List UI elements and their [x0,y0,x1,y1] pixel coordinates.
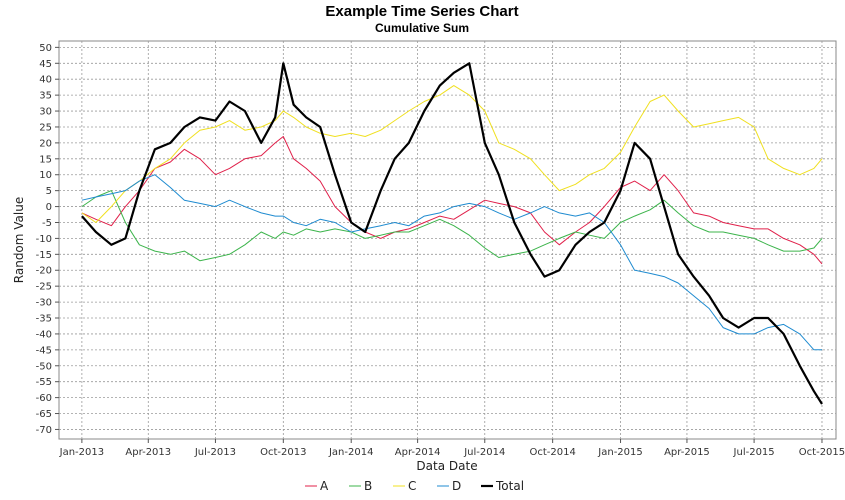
x-tick-label: Oct-2015 [799,447,845,458]
series-lines [81,62,823,405]
legend: A B C D Total [305,479,524,493]
y-tick-label: -40 [36,329,52,340]
y-tick-label: 20 [39,138,52,149]
x-tick-label: Oct-2014 [529,447,575,458]
y-tick-label: -55 [36,377,52,388]
y-tick-label: -45 [36,345,52,356]
y-axis-ticks: 50454035302520151050-5-10-15-20-25-30-35… [36,43,59,436]
series-line-c [81,85,823,223]
legend-item-total: Total [481,479,524,493]
plot-area [58,40,837,440]
y-tick-label: -35 [36,314,52,325]
grid [59,41,836,439]
x-tick-label: Jul-2014 [463,447,505,458]
chart-subtitle: Cumulative Sum [375,21,469,35]
chart-title: Example Time Series Chart [325,3,518,20]
series-line-b [81,190,823,262]
y-tick-label: 5 [46,186,52,197]
y-tick-label: 30 [39,107,52,118]
x-tick-label: Jan-2013 [59,447,104,458]
x-tick-label: Jul-2015 [733,447,775,458]
x-tick-label: Jan-2015 [597,447,642,458]
x-tick-label: Jan-2014 [328,447,373,458]
y-tick-label: -20 [36,266,52,277]
y-tick-label: 50 [39,43,52,54]
y-tick-label: 0 [46,202,52,213]
series-line-d [81,174,822,351]
y-tick-label: -25 [36,282,52,293]
y-tick-label: -10 [36,234,52,245]
series-line-a [81,136,823,265]
y-tick-label: 35 [39,91,52,102]
x-tick-label: Oct-2013 [260,447,306,458]
x-axis-ticks: Jan-2013 Apr-2013 Jul-2013 Oct-2013 Jan-2014… [59,439,845,458]
y-tick-label: -65 [36,409,52,420]
legend-item-b: B [349,479,372,493]
series-line-total [81,62,823,405]
x-tick-label: Apr-2013 [125,447,171,458]
y-axis-label: Random Value [12,197,26,283]
legend-item-c: C [393,479,416,493]
legend-item-a: A [305,479,329,493]
y-tick-label: 25 [39,122,52,133]
legend-label: D [452,479,461,493]
legend-label: C [408,479,416,493]
legend-label: Total [495,479,524,493]
y-tick-label: -30 [36,298,52,309]
legend-label: A [320,479,329,493]
y-tick-label: -5 [42,218,52,229]
x-axis-label: Data Date [416,459,477,473]
y-tick-label: -70 [36,425,52,436]
y-tick-label: -50 [36,361,52,372]
y-tick-label: 10 [39,170,52,181]
x-tick-label: Jul-2013 [194,447,236,458]
y-tick-label: 15 [39,154,52,165]
legend-item-d: D [437,479,461,493]
x-tick-label: Apr-2014 [395,447,441,458]
y-tick-label: 45 [39,59,52,70]
y-tick-label: -15 [36,250,52,261]
y-tick-label: 40 [39,75,52,86]
y-tick-label: -60 [36,393,52,404]
legend-label: B [364,479,372,493]
x-tick-label: Apr-2015 [664,447,710,458]
